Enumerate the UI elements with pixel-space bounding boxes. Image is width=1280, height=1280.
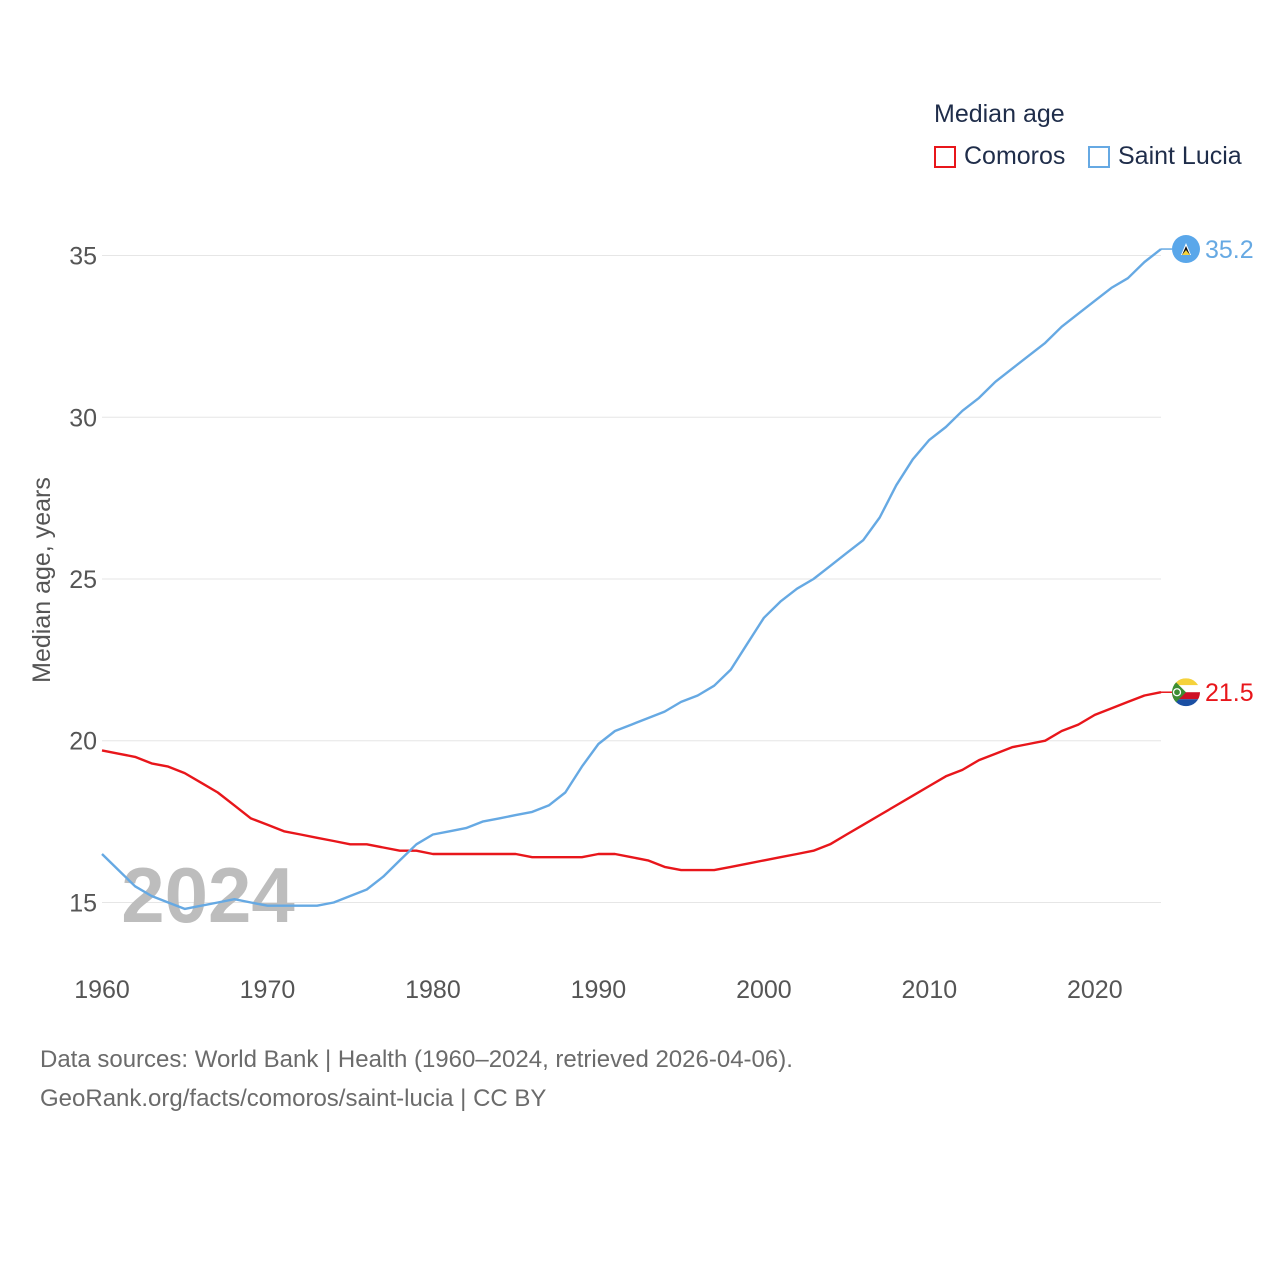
year-watermark: 2024 xyxy=(121,851,295,939)
y-tick-label-15: 15 xyxy=(69,889,97,917)
legend-item-comoros[interactable]: Comoros xyxy=(934,142,1065,171)
series-line-comoros xyxy=(101,691,1162,872)
end-markers: 21.5 35.2 xyxy=(1161,235,1254,707)
x-tick-label-2000: 2000 xyxy=(736,976,792,1004)
legend-label-saint-lucia: Saint Lucia xyxy=(1118,142,1242,170)
legend-swatch-comoros xyxy=(934,145,956,168)
y-tick-label-25: 25 xyxy=(69,566,97,594)
legend-label-comoros: Comoros xyxy=(964,142,1066,170)
y-tick-label-35: 35 xyxy=(69,243,97,271)
flag-marker-comoros xyxy=(1172,678,1200,707)
x-tick-label-1990: 1990 xyxy=(571,976,627,1004)
y-tick-label-30: 30 xyxy=(69,404,97,432)
footer-sources: Data sources: World Bank | Health (1960–… xyxy=(40,1046,793,1073)
legend-title: Median age xyxy=(934,100,1065,128)
footer-attribution: GeoRank.org/facts/comoros/saint-lucia | … xyxy=(40,1085,547,1112)
y-axis-label: Median age, years xyxy=(28,477,56,683)
x-tick-label-1980: 1980 xyxy=(405,976,461,1004)
y-axis-ticks: 15 20 25 30 35 xyxy=(69,243,97,918)
legend-swatch-saint-lucia xyxy=(1088,145,1110,168)
x-tick-label-2010: 2010 xyxy=(902,976,958,1004)
grid-lines xyxy=(102,255,1161,903)
x-tick-label-2020: 2020 xyxy=(1067,976,1123,1004)
end-value-label-saint-lucia: 35.2 xyxy=(1205,236,1254,264)
x-tick-label-1960: 1960 xyxy=(74,976,130,1004)
x-axis-ticks: 1960 1970 1980 1990 2000 2010 2020 xyxy=(74,976,1122,1004)
series-lines xyxy=(101,248,1162,911)
x-tick-label-1970: 1970 xyxy=(240,976,296,1004)
legend-item-saint-lucia[interactable]: Saint Lucia xyxy=(1088,142,1242,171)
end-value-label-comoros: 21.5 xyxy=(1205,679,1254,707)
series-line-saint-lucia xyxy=(101,248,1162,911)
flag-marker-saint-lucia xyxy=(1172,235,1200,264)
y-tick-label-20: 20 xyxy=(69,728,97,756)
